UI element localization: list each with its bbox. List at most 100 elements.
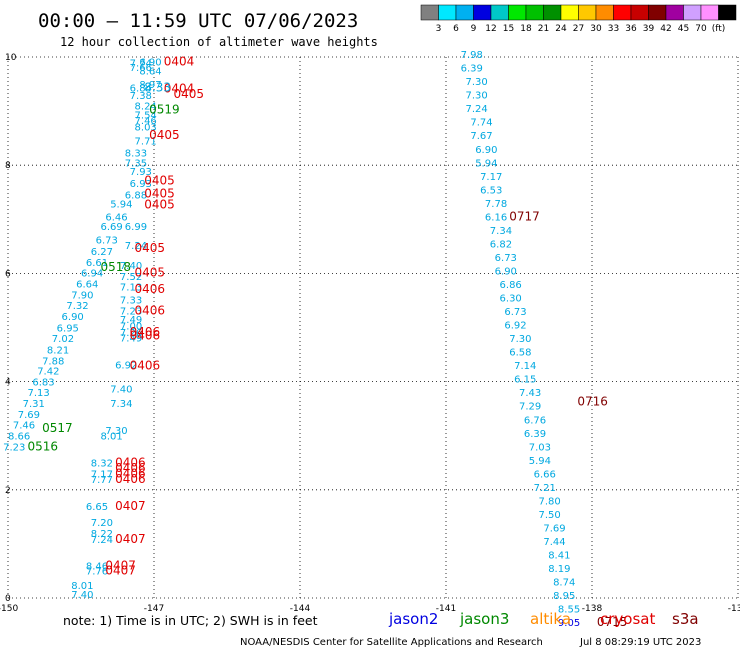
wave-height-label: 7.33	[120, 296, 142, 307]
legend-swatch	[525, 4, 544, 21]
wave-height-label: 8.41	[548, 551, 570, 562]
wave-height-label: 6.99	[125, 222, 147, 233]
wave-height-label: 7.24	[91, 535, 113, 546]
pass-time-label: 0407	[105, 558, 136, 572]
wave-height-label: 6.46	[105, 212, 127, 223]
x-tick-label: -147	[144, 604, 164, 614]
wave-height-label: 7.49	[120, 334, 142, 345]
legend-label: 33	[608, 24, 619, 34]
pass-time-label: 0406	[115, 466, 146, 480]
wave-height-label: 7.76	[86, 567, 108, 578]
legend-label: 3	[436, 24, 442, 34]
wave-height-label: 7.78	[485, 199, 507, 210]
legend-label: 45	[678, 24, 689, 34]
wave-height-label: 7.88	[42, 356, 64, 367]
wave-height-label: 6.90	[62, 312, 84, 323]
pass-time-label: 0715	[597, 615, 628, 629]
wave-height-label: 7.77	[91, 475, 113, 486]
wave-height-label: 5.94	[529, 456, 551, 467]
wave-height-label: 8.22	[91, 529, 113, 540]
legend-label: 27	[573, 24, 584, 34]
wave-height-label: 7.30	[509, 334, 531, 345]
wave-height-label: 7.74	[470, 118, 492, 129]
legend-swatch	[473, 4, 492, 21]
wave-height-label: 8.74	[553, 578, 575, 589]
pass-time-label: 0406	[135, 304, 166, 318]
wave-height-label: 7.24	[465, 104, 487, 115]
wave-height-label: 7.90	[71, 290, 93, 301]
legend-swatch	[438, 4, 457, 21]
y-tick-label: 2	[5, 486, 11, 496]
legend-swatch	[490, 4, 509, 21]
satellite-name: cryosat	[600, 610, 655, 628]
y-tick-label: 10	[5, 53, 17, 63]
axis-ticks: -150 -147 -144 -141 -138 -135 10 8 6 4 2 0	[0, 53, 740, 614]
legend-swatch	[718, 4, 737, 21]
wave-height-label: 8.46	[86, 561, 108, 572]
wave-height-label: 7.98	[461, 50, 483, 61]
wave-height-label: 8.03	[135, 123, 157, 134]
wave-height-label: 7.46	[135, 116, 157, 127]
wave-height-label: 6.94	[81, 269, 103, 280]
wave-height-label: 7.17	[91, 469, 113, 480]
legend-swatch	[420, 4, 439, 21]
note-text: note: 1) Time is in UTC; 2) SWH is in fe…	[63, 613, 318, 628]
wave-height-label: 8.32	[91, 459, 113, 470]
pass-time-label: 0405	[144, 174, 175, 188]
wave-height-label: 5.94	[110, 199, 132, 210]
wave-height-label: 6.95	[57, 323, 79, 334]
wave-height-label: 7.49	[120, 315, 142, 326]
y-tick-label: 0	[5, 594, 11, 604]
wave-height-label: 7.00	[120, 322, 142, 333]
legend-swatch	[578, 4, 597, 21]
pass-time-label: 0717	[509, 209, 540, 223]
wave-height-label: 7.40	[110, 384, 132, 395]
wave-height-label: 6.90	[475, 145, 497, 156]
wave-height-label: 6.15	[514, 375, 536, 386]
wave-height-label: 6.73	[96, 236, 118, 247]
legend-swatch	[630, 4, 649, 21]
wave-height-label: 8.97	[139, 80, 161, 91]
wave-height-label: 6.90	[139, 58, 161, 69]
legend-label: 70	[695, 24, 707, 34]
pass-time-label: 0405	[144, 187, 175, 201]
wave-height-label: 7.30	[465, 77, 487, 88]
wave-height-label: 6.92	[504, 321, 526, 332]
wave-height-label: 8.55	[558, 605, 580, 616]
y-tick-label: 6	[5, 269, 11, 279]
wave-height-label: 7.69	[18, 410, 40, 421]
wave-height-label: 6.39	[461, 64, 483, 75]
wave-height-label: 8.33	[125, 149, 147, 160]
wave-height-label: 7.80	[538, 496, 560, 507]
credit-text: NOAA/NESDIS Center for Satellite Applica…	[240, 637, 543, 648]
color-legend: 3 6 9 12 15 18 21 24 27 30 33 36 39 42 45 70 (ft)	[420, 4, 737, 34]
wave-height-label: 6.53	[480, 185, 502, 196]
wave-height-label: 7.40	[120, 261, 142, 272]
wave-height-label: 7.23	[120, 307, 142, 318]
wave-height-label: 7.35	[125, 158, 147, 169]
grid	[7, 56, 739, 599]
wave-height-label: 7.52	[120, 272, 142, 283]
wave-height-label: 7.20	[91, 518, 113, 529]
legend-label: 30	[590, 24, 602, 34]
wave-height-label: 7.69	[543, 523, 565, 534]
legend-swatch	[613, 4, 632, 21]
wave-height-label: 7.13	[120, 283, 142, 294]
wave-height-label: 6.90	[495, 266, 517, 277]
y-tick-label: 8	[5, 161, 11, 171]
pass-time-label: 0406	[115, 472, 146, 486]
wave-height-label: 6.88	[125, 191, 147, 202]
wave-height-label: 7.21	[534, 483, 556, 494]
wave-height-label: 7.23	[3, 442, 25, 453]
wave-height-label: 7.02	[52, 334, 74, 345]
pass-time-label: 0516	[27, 439, 58, 453]
wave-height-label: 6.39	[524, 429, 546, 440]
wave-height-label: 7.14	[514, 361, 536, 372]
legend-label: 15	[503, 24, 514, 34]
legend-swatch	[665, 4, 684, 21]
wave-height-label: 6.92	[115, 361, 137, 372]
legend-swatch	[455, 4, 474, 21]
x-tick-label: -135	[728, 604, 740, 614]
pass-time-label: 0406	[130, 328, 161, 342]
legend-label: 39	[643, 24, 655, 34]
